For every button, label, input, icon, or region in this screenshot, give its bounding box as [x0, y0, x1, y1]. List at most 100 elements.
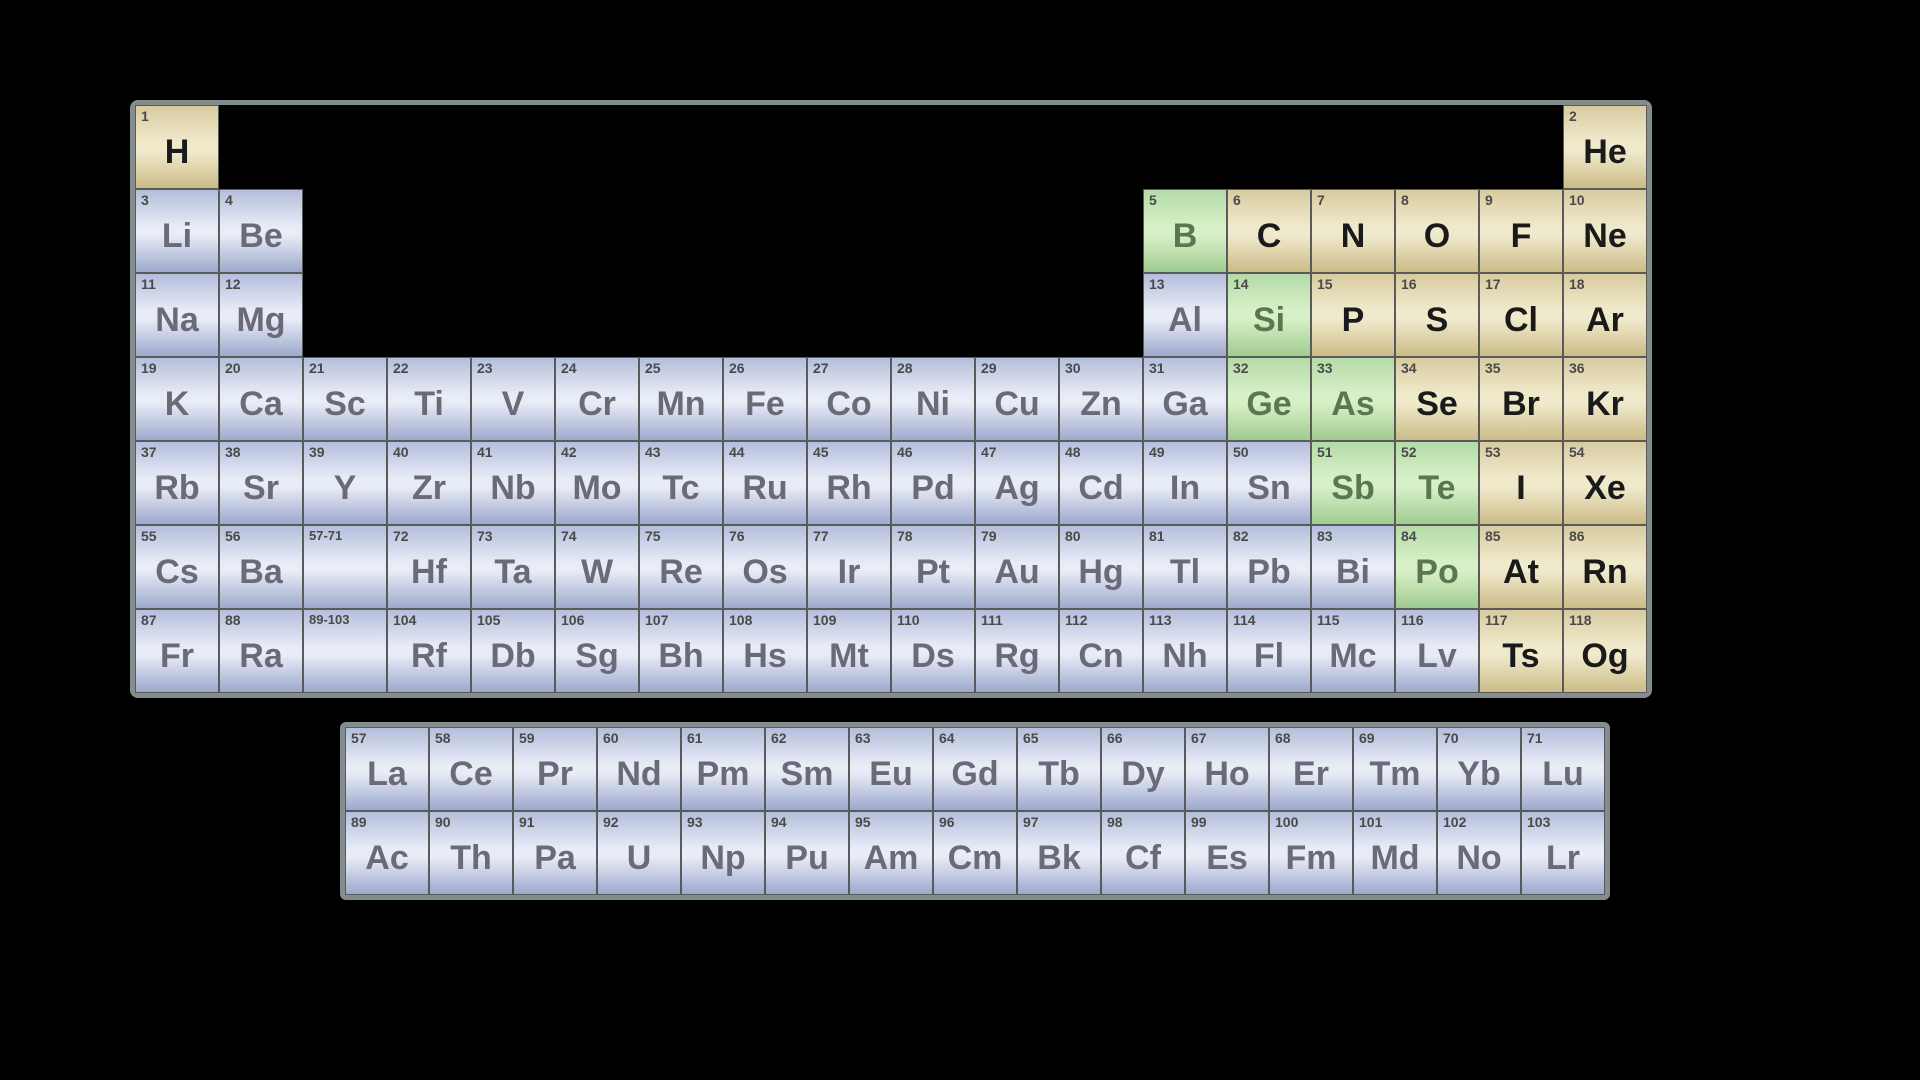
- element-symbol: Ba: [239, 553, 282, 592]
- atomic-number: 21: [309, 360, 325, 376]
- element-range: 89-103: [303, 609, 387, 693]
- atomic-number: 107: [645, 612, 668, 628]
- element-Sm: 62Sm: [765, 727, 849, 811]
- element-symbol: Th: [450, 839, 492, 878]
- element-Np: 93Np: [681, 811, 765, 895]
- element-Zn: 30Zn: [1059, 357, 1143, 441]
- empty-cell: [219, 105, 303, 189]
- element-symbol: Sg: [575, 637, 618, 676]
- atomic-number: 47: [981, 444, 997, 460]
- atomic-number: 72: [393, 528, 409, 544]
- empty-cell: [723, 105, 807, 189]
- element-Pd: 46Pd: [891, 441, 975, 525]
- element-symbol: Pa: [534, 839, 576, 878]
- atomic-number: 63: [855, 730, 871, 746]
- element-La: 57La: [345, 727, 429, 811]
- element-symbol: Xe: [1584, 469, 1626, 508]
- element-symbol: F: [1511, 217, 1532, 256]
- element-Si: 14Si: [1227, 273, 1311, 357]
- element-Al: 13Al: [1143, 273, 1227, 357]
- atomic-number: 52: [1401, 444, 1417, 460]
- element-symbol: Sn: [1247, 469, 1290, 508]
- element-Cu: 29Cu: [975, 357, 1059, 441]
- atomic-number: 34: [1401, 360, 1417, 376]
- element-Ru: 44 Ru: [723, 441, 807, 525]
- atomic-number: 10: [1569, 192, 1585, 208]
- element-Mn: 25Mn: [639, 357, 723, 441]
- empty-cell: [1479, 105, 1563, 189]
- element-C: 6C: [1227, 189, 1311, 273]
- element-Se: 34Se: [1395, 357, 1479, 441]
- atomic-number: 62: [771, 730, 787, 746]
- atomic-number: 111: [981, 612, 1003, 628]
- atomic-number: 51: [1317, 444, 1333, 460]
- element-symbol: Kr: [1586, 385, 1624, 424]
- element-I: 53I: [1479, 441, 1563, 525]
- atomic-number: 25: [645, 360, 661, 376]
- empty-cell: [1227, 105, 1311, 189]
- atomic-number: 69: [1359, 730, 1375, 746]
- element-Md: 101Md: [1353, 811, 1437, 895]
- atomic-number: 57: [351, 730, 367, 746]
- element-Mc: 115Mc: [1311, 609, 1395, 693]
- element-symbol: K: [165, 385, 190, 424]
- element-Zr: 40Zr: [387, 441, 471, 525]
- element-Ag: 47 Ag: [975, 441, 1059, 525]
- atomic-number: 79: [981, 528, 997, 544]
- element-symbol: Fl: [1254, 637, 1284, 676]
- element-symbol: Lv: [1417, 637, 1457, 676]
- empty-cell: [639, 273, 723, 357]
- element-Po: 84Po: [1395, 525, 1479, 609]
- element-symbol: C: [1257, 217, 1282, 256]
- atomic-number: 26: [729, 360, 745, 376]
- element-symbol: Yb: [1457, 755, 1500, 794]
- element-symbol: Sb: [1331, 469, 1374, 508]
- element-Nd: 60Nd: [597, 727, 681, 811]
- empty-cell: [387, 273, 471, 357]
- element-Pm: 61Pm: [681, 727, 765, 811]
- element-symbol: Md: [1370, 839, 1419, 878]
- atomic-number: 103: [1527, 814, 1550, 830]
- element-symbol: Ni: [916, 385, 950, 424]
- element-Nb: 41Nb: [471, 441, 555, 525]
- element-symbol: He: [1583, 133, 1626, 172]
- atomic-number: 83: [1317, 528, 1333, 544]
- atomic-number: 74: [561, 528, 577, 544]
- element-symbol: Mc: [1329, 637, 1376, 676]
- element-Ac: 89Ac: [345, 811, 429, 895]
- element-symbol: Cr: [578, 385, 616, 424]
- main-grid: MetalMetalloidNonmetal 1H2He3Li4Be5B6C7N…: [130, 100, 1652, 698]
- element-symbol: Pt: [916, 553, 950, 592]
- atomic-number: 30: [1065, 360, 1081, 376]
- atomic-number: 73: [477, 528, 493, 544]
- atomic-number: 7: [1317, 192, 1325, 208]
- atomic-number: 85: [1485, 528, 1501, 544]
- element-symbol: Ru: [742, 469, 787, 508]
- element-At: 85At: [1479, 525, 1563, 609]
- empty-cell: [1059, 105, 1143, 189]
- element-symbol: Ds: [911, 637, 954, 676]
- atomic-number: 14: [1233, 276, 1249, 292]
- element-Au: 79Au: [975, 525, 1059, 609]
- element-symbol: Ag: [994, 469, 1039, 508]
- element-symbol: Al: [1168, 301, 1202, 340]
- empty-cell: [1143, 105, 1227, 189]
- element-symbol: P: [1342, 301, 1365, 340]
- empty-cell: [471, 105, 555, 189]
- empty-cell: [471, 189, 555, 273]
- element-Os: 76Os: [723, 525, 807, 609]
- element-symbol: Ge: [1246, 385, 1291, 424]
- atomic-number: 59: [519, 730, 535, 746]
- empty-cell: [723, 273, 807, 357]
- element-symbol: V: [502, 385, 525, 424]
- atomic-number: 44: [729, 444, 745, 460]
- element-symbol: Cs: [155, 553, 198, 592]
- atomic-number: 93: [687, 814, 703, 830]
- element-symbol: Cm: [948, 839, 1003, 878]
- element-H: 1H: [135, 105, 219, 189]
- empty-cell: [639, 105, 723, 189]
- element-Rg: 111Rg: [975, 609, 1059, 693]
- element-symbol: Fm: [1286, 839, 1337, 878]
- atomic-number: 77: [813, 528, 829, 544]
- element-symbol: Po: [1415, 553, 1458, 592]
